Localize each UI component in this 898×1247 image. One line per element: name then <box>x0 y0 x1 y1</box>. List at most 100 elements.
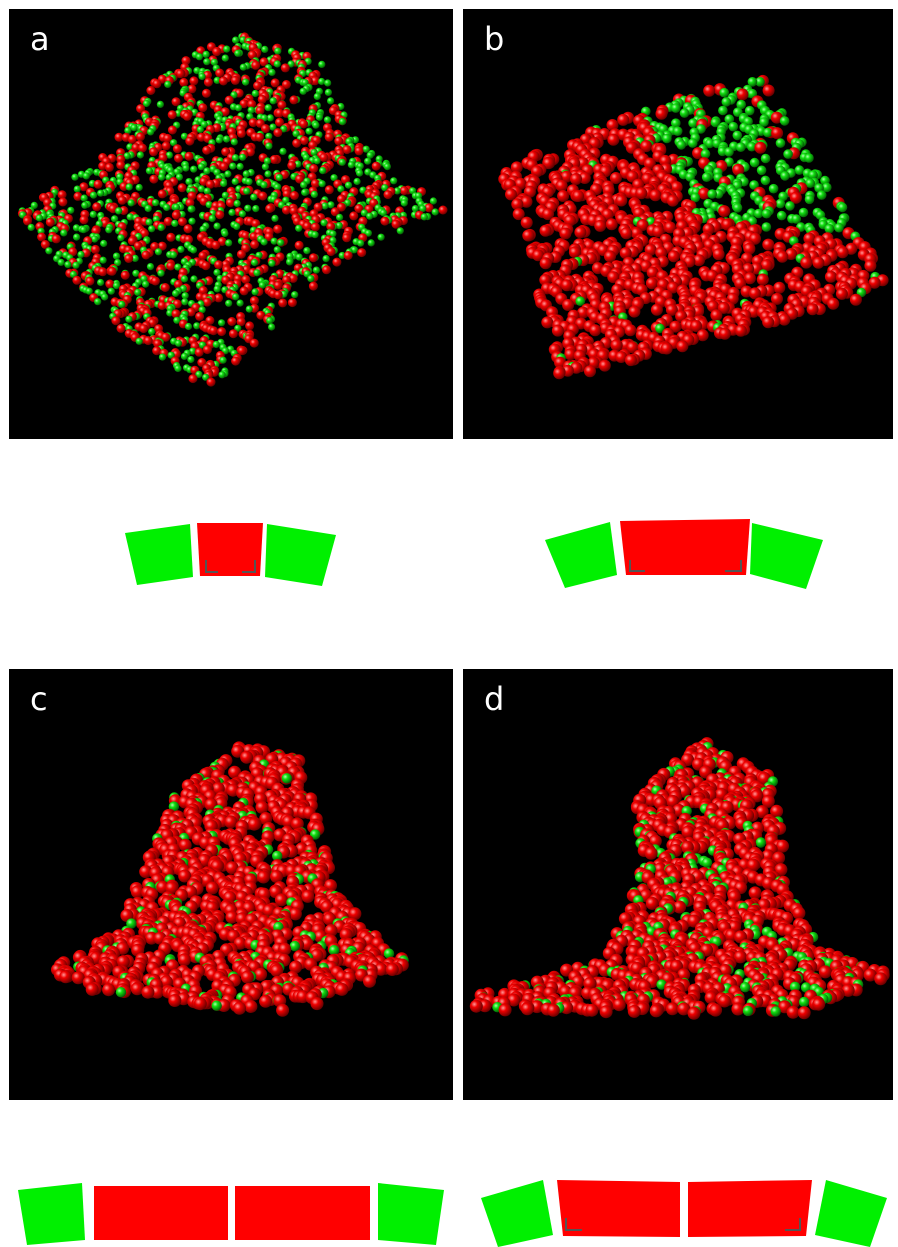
particle <box>574 226 586 238</box>
particle <box>584 365 596 377</box>
particle <box>224 815 237 828</box>
particle <box>258 192 267 201</box>
particle <box>195 348 204 357</box>
particle <box>58 259 65 266</box>
particle <box>662 134 672 144</box>
particle <box>292 139 301 148</box>
particle <box>145 205 152 212</box>
particle <box>97 190 104 197</box>
particle <box>124 254 133 263</box>
particle <box>157 270 164 277</box>
particle <box>152 199 159 206</box>
particle <box>301 189 308 196</box>
particle <box>198 103 207 112</box>
particle <box>327 97 334 104</box>
particle <box>261 238 268 245</box>
particle <box>421 213 428 220</box>
particle <box>561 279 573 291</box>
particle <box>540 257 552 269</box>
particle <box>327 247 336 256</box>
particle <box>265 143 272 150</box>
particle <box>324 116 331 123</box>
particle <box>231 357 240 366</box>
particle <box>307 275 314 282</box>
particle <box>188 218 195 225</box>
particle <box>220 162 229 171</box>
particle <box>83 172 90 179</box>
particle <box>666 1002 679 1015</box>
particle <box>311 191 318 198</box>
particle <box>276 174 283 181</box>
particle <box>181 353 188 360</box>
particle <box>178 953 191 966</box>
particle <box>541 316 553 328</box>
particle <box>229 329 238 338</box>
particle <box>214 260 223 269</box>
particle <box>357 248 366 257</box>
particle <box>128 199 135 206</box>
particle <box>136 184 143 191</box>
particle <box>188 206 195 213</box>
particle <box>225 300 232 307</box>
particle <box>105 280 114 289</box>
particle <box>257 871 270 884</box>
particle <box>125 316 132 323</box>
particle <box>245 178 252 185</box>
panel-label: c <box>30 680 48 718</box>
particle <box>780 116 790 126</box>
particle <box>271 215 278 222</box>
particle <box>702 172 712 182</box>
particle <box>174 154 183 163</box>
particle <box>709 1004 722 1017</box>
particle <box>138 144 147 153</box>
particle <box>121 271 130 280</box>
particle <box>231 76 240 85</box>
particle <box>190 275 197 282</box>
particle <box>386 963 399 976</box>
particle <box>90 192 97 199</box>
particle <box>91 245 100 254</box>
particle <box>309 282 318 291</box>
particle <box>754 142 766 154</box>
particle <box>146 167 153 174</box>
particle <box>688 1007 701 1020</box>
particle <box>286 258 293 265</box>
particle <box>219 371 226 378</box>
particle <box>430 197 437 204</box>
particle <box>776 251 788 263</box>
particle <box>780 171 790 181</box>
particle <box>606 218 618 230</box>
particle <box>743 1006 753 1016</box>
particle <box>364 158 371 165</box>
particle <box>248 107 255 114</box>
particle <box>776 840 789 853</box>
particle <box>309 164 318 173</box>
particle <box>168 110 177 119</box>
particle <box>812 998 825 1011</box>
particle <box>288 298 297 307</box>
particle <box>620 227 632 239</box>
particle <box>769 184 779 194</box>
particle <box>177 246 184 253</box>
particle <box>325 89 332 96</box>
particle <box>702 858 712 868</box>
particle <box>227 317 236 326</box>
particle <box>254 968 267 981</box>
particle <box>722 97 732 107</box>
particle <box>250 240 259 249</box>
particle <box>707 189 717 199</box>
particle <box>253 269 260 276</box>
particle <box>195 312 204 321</box>
particle <box>271 78 280 87</box>
particle <box>552 325 564 337</box>
particle <box>168 994 181 1007</box>
particle <box>276 1004 289 1017</box>
particle <box>194 997 207 1010</box>
particle <box>172 97 181 106</box>
particle <box>771 127 783 139</box>
particle <box>108 267 117 276</box>
particle <box>785 201 795 211</box>
particle <box>265 204 274 213</box>
particle <box>170 251 177 258</box>
particle <box>400 186 409 195</box>
